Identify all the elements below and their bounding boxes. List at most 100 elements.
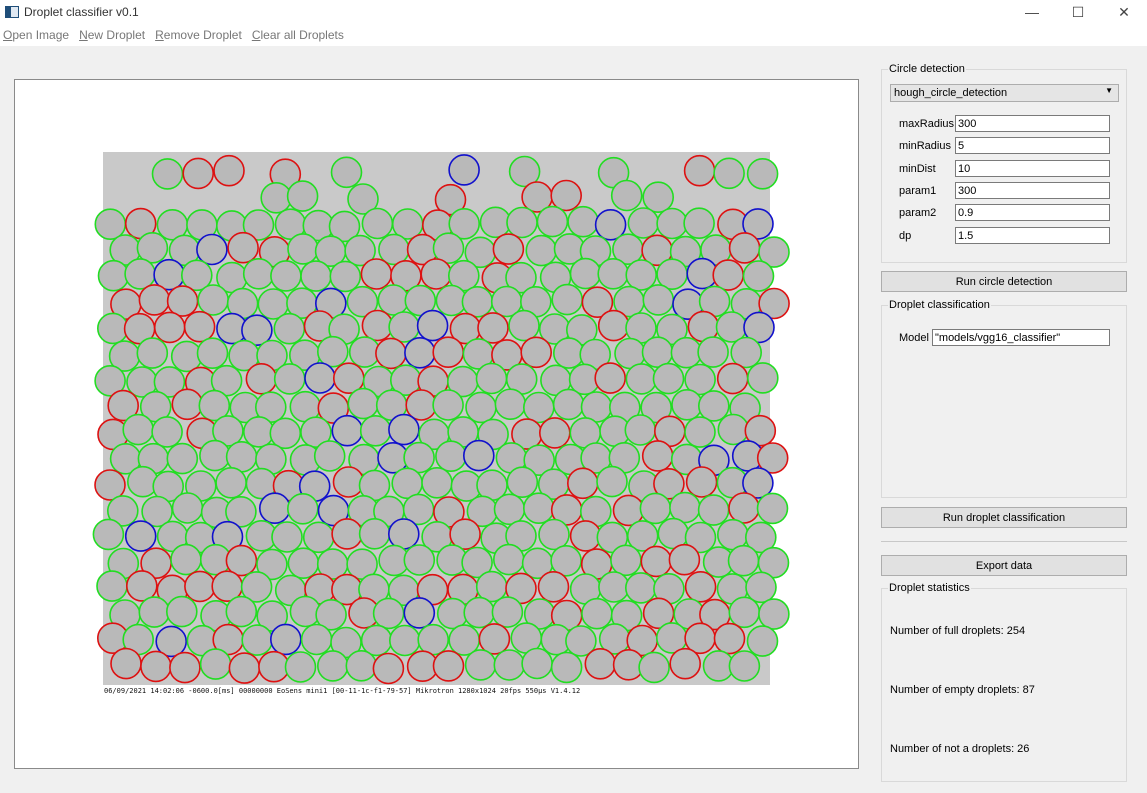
droplet-circle-full[interactable]: [684, 363, 716, 396]
droplet-circle-not[interactable]: [269, 623, 302, 656]
droplet-circle-full[interactable]: [328, 210, 361, 243]
run-classification-button[interactable]: Run droplet classification: [881, 507, 1127, 528]
droplet-circle-empty[interactable]: [107, 389, 139, 422]
droplet-circle-full[interactable]: [756, 492, 789, 525]
droplet-circle-full[interactable]: [550, 651, 583, 684]
droplet-circle-empty[interactable]: [520, 336, 553, 369]
droplet-circle-not[interactable]: [448, 154, 480, 186]
droplet-circle-full[interactable]: [346, 285, 379, 318]
droplet-circle-full[interactable]: [505, 261, 537, 294]
droplet-circle-full[interactable]: [758, 598, 790, 630]
droplet-circle-full[interactable]: [286, 492, 319, 525]
droplet-circle-full[interactable]: [538, 518, 570, 551]
droplet-circle-full[interactable]: [256, 600, 289, 632]
droplet-circle-full[interactable]: [153, 366, 186, 398]
menu-remove-droplet[interactable]: Remove Droplet: [155, 28, 242, 42]
detection-method-select[interactable]: hough_circle_detection ▼: [890, 84, 1119, 102]
droplet-circle-full[interactable]: [523, 444, 556, 477]
droplet-circle-full[interactable]: [728, 650, 761, 682]
droplet-circle-full[interactable]: [683, 207, 715, 239]
droplet-circle-full[interactable]: [198, 389, 231, 422]
droplet-circle-full[interactable]: [271, 521, 303, 553]
droplet-circle-empty[interactable]: [669, 647, 702, 680]
param-input-mindist[interactable]: 10: [955, 160, 1110, 177]
droplet-circle-empty[interactable]: [550, 179, 583, 212]
droplet-circle-empty[interactable]: [477, 312, 509, 344]
droplet-circle-empty[interactable]: [713, 622, 746, 655]
droplet-circle-full[interactable]: [746, 158, 779, 190]
droplet-circle-not[interactable]: [742, 467, 774, 499]
droplet-circle-full[interactable]: [461, 546, 493, 579]
droplet-circle-full[interactable]: [610, 179, 643, 212]
export-data-button[interactable]: Export data: [881, 555, 1127, 576]
droplet-circle-not[interactable]: [155, 625, 187, 658]
droplet-circle-full[interactable]: [225, 495, 257, 528]
droplet-circle-full[interactable]: [491, 596, 524, 628]
droplet-circle-full[interactable]: [746, 625, 779, 657]
droplet-circle-full[interactable]: [432, 232, 465, 264]
droplet-circle-full[interactable]: [166, 442, 199, 475]
droplet-circle-empty[interactable]: [668, 543, 701, 576]
droplet-circle-full[interactable]: [212, 415, 244, 447]
droplet-circle-full[interactable]: [730, 336, 763, 369]
droplet-circle-not[interactable]: [196, 233, 228, 266]
droplet-circle-full[interactable]: [508, 155, 541, 188]
droplet-circle-full[interactable]: [448, 208, 481, 240]
droplet-circle-full[interactable]: [684, 521, 717, 554]
droplet-circle-empty[interactable]: [227, 231, 259, 264]
droplet-circle-full[interactable]: [286, 180, 319, 212]
droplet-circle-empty[interactable]: [449, 518, 481, 551]
droplet-circle-full[interactable]: [745, 571, 777, 604]
droplet-circle-full[interactable]: [284, 651, 317, 683]
droplet-circle-full[interactable]: [625, 259, 658, 291]
droplet-circle-full[interactable]: [642, 181, 675, 213]
droplet-circle-not[interactable]: [742, 208, 774, 240]
param-input-param2[interactable]: 0.9: [955, 204, 1110, 221]
droplet-circle-full[interactable]: [432, 389, 464, 421]
droplet-circle-full[interactable]: [713, 157, 745, 190]
droplet-circle-full[interactable]: [330, 156, 363, 189]
droplet-circle-empty[interactable]: [126, 570, 158, 602]
droplet-circle-empty[interactable]: [744, 414, 777, 447]
droplet-circle-full[interactable]: [225, 595, 258, 628]
droplet-circle-not[interactable]: [124, 520, 157, 552]
droplet-circle-full[interactable]: [92, 518, 125, 551]
menu-open-image[interactable]: Open Image: [3, 28, 70, 42]
droplet-circle-full[interactable]: [329, 260, 362, 293]
param-input-minradius[interactable]: 5: [955, 137, 1110, 154]
droplet-circle-empty[interactable]: [594, 362, 627, 394]
droplet-circle-full[interactable]: [347, 183, 379, 215]
droplet-circle-full[interactable]: [447, 259, 480, 292]
droplet-circle-not[interactable]: [743, 311, 775, 344]
droplet-circle-full[interactable]: [656, 313, 688, 346]
model-input[interactable]: "models/vgg16_classifier": [932, 329, 1110, 346]
droplet-circle-full[interactable]: [151, 416, 183, 448]
droplet-circle-full[interactable]: [684, 416, 716, 448]
droplet-circle-not[interactable]: [594, 209, 627, 241]
droplet-circle-empty[interactable]: [225, 544, 258, 577]
droplet-circle-empty[interactable]: [182, 157, 214, 190]
droplet-circle-full[interactable]: [744, 521, 777, 554]
droplet-circle-not[interactable]: [416, 309, 449, 342]
droplet-circle-full[interactable]: [300, 416, 332, 449]
droplet-circle-full[interactable]: [508, 309, 540, 342]
droplet-circle-empty[interactable]: [434, 183, 467, 216]
droplet-circle-empty[interactable]: [492, 233, 525, 265]
droplet-circle-empty[interactable]: [432, 650, 465, 682]
droplet-circle-full[interactable]: [596, 465, 628, 498]
droplet-circle-empty[interactable]: [169, 651, 201, 684]
droplet-circle-full[interactable]: [506, 466, 539, 499]
droplet-circle-full[interactable]: [404, 284, 437, 317]
image-canvas[interactable]: 06/09/2021 14:02:06 -0600.0[ms] 00000000…: [14, 79, 859, 769]
droplet-circle-not[interactable]: [462, 439, 495, 472]
droplet-circle-full[interactable]: [565, 625, 597, 657]
droplet-circle-empty[interactable]: [183, 310, 216, 343]
droplet-circle-full[interactable]: [196, 337, 229, 370]
droplet-circle-full[interactable]: [403, 544, 436, 576]
droplet-circle-not[interactable]: [241, 314, 273, 346]
droplet-circle-full[interactable]: [136, 232, 169, 264]
droplet-circle-full[interactable]: [313, 440, 346, 472]
run-circle-detection-button[interactable]: Run circle detection: [881, 271, 1127, 292]
droplet-circle-full[interactable]: [344, 234, 376, 267]
droplet-circle-full[interactable]: [166, 595, 198, 628]
